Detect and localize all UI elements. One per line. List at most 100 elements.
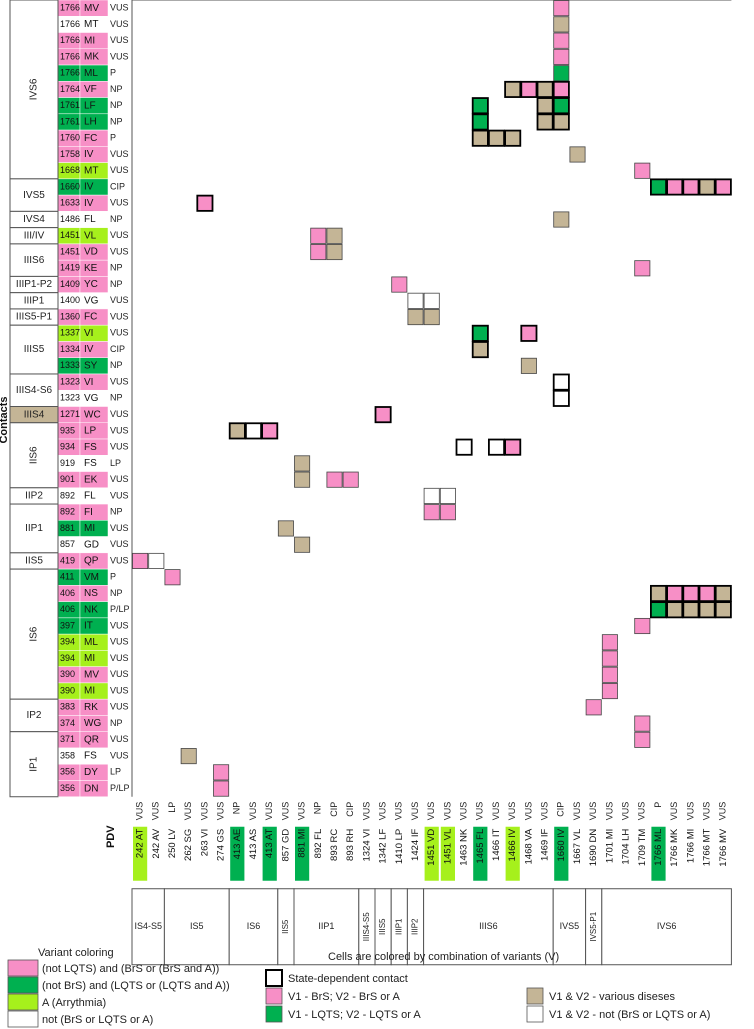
- heatmap-cell: [326, 243, 343, 261]
- row-segment-label: IIS5: [25, 556, 43, 567]
- row-position: 1766: [60, 68, 80, 78]
- row-residues: MV: [84, 669, 99, 680]
- column-type: VUS: [442, 802, 452, 821]
- column-type: VUS: [685, 802, 695, 821]
- column-variant: 1766 ML: [653, 829, 664, 866]
- heatmap-cell: [585, 699, 602, 716]
- row-type: VUS: [110, 474, 129, 484]
- row-position: 901: [60, 474, 75, 484]
- row-residues: VI: [84, 328, 93, 339]
- row-type: VUS: [110, 637, 129, 647]
- row-position: 1451: [60, 246, 80, 256]
- row-residues: IV: [84, 149, 94, 160]
- column-type: VUS: [572, 802, 582, 821]
- row-position: 397: [60, 620, 75, 630]
- row-segment-label: IIIS4: [24, 409, 45, 420]
- column-variant: 1468 VA: [523, 828, 534, 864]
- column-segment-label: IS5: [190, 921, 204, 931]
- y-axis-title: Contacts: [0, 396, 10, 443]
- column-variant: 881 MI: [297, 829, 308, 858]
- column-variant: 413 AE: [232, 829, 243, 860]
- column-type: VUS: [637, 802, 647, 821]
- row-type: VUS: [110, 490, 129, 500]
- heatmap-cell: [294, 471, 311, 488]
- row-segment-box: [9, 568, 59, 700]
- legend-right-label: State-dependent contact: [288, 973, 408, 985]
- row-position: 1400: [60, 295, 80, 305]
- heatmap-cell: [326, 471, 343, 488]
- row-segment-label: IIIS4-S6: [16, 385, 53, 396]
- heatmap-cell: [650, 178, 668, 196]
- column-type: NP: [313, 802, 323, 815]
- column-variant-cell: [570, 826, 585, 881]
- column-type: CIP: [329, 802, 339, 817]
- row-segment-label: IP2: [26, 710, 41, 721]
- row-type: VUS: [110, 539, 129, 549]
- column-variant-cell: [424, 826, 439, 881]
- column-type: VUS: [491, 802, 501, 821]
- row-type: VUS: [110, 750, 129, 760]
- row-type: NP: [110, 360, 123, 370]
- row-position: 390: [60, 669, 75, 679]
- column-type: CIP: [345, 802, 355, 817]
- row-segment-label: IIP1: [25, 523, 43, 534]
- row-type: VUS: [110, 19, 129, 29]
- heatmap-cell: [164, 569, 181, 586]
- legend-left-label: (not BrS) and (LQTS or (LQTS and A)): [42, 980, 230, 992]
- heatmap-cell: [552, 389, 570, 407]
- heatmap-cell: [601, 683, 618, 700]
- row-residues: IV: [84, 182, 94, 193]
- row-type: VUS: [110, 149, 129, 159]
- row-position: 394: [60, 653, 75, 663]
- heatmap-cell: [504, 438, 522, 456]
- row-type: VUS: [110, 295, 129, 305]
- column-variant-cell: [165, 826, 180, 881]
- row-type: VUS: [110, 311, 129, 321]
- row-segment-label: IS6: [29, 626, 40, 641]
- column-variant-cell: [133, 826, 148, 881]
- column-segment-label: IIS5: [281, 919, 290, 934]
- column-variant-cell: [651, 826, 666, 881]
- column-type: VUS: [669, 802, 679, 821]
- column-type: VUS: [264, 802, 274, 821]
- heatmap-cell: [423, 487, 440, 504]
- heatmap-cell: [634, 731, 651, 748]
- row-residues: IT: [84, 621, 93, 632]
- row-position: 1761: [60, 100, 80, 110]
- row-type: VUS: [110, 442, 129, 452]
- column-variant: 1465 FL: [475, 829, 486, 864]
- row-residues: FS: [84, 751, 97, 762]
- heatmap-cell: [423, 504, 440, 521]
- heatmap-cell: [666, 178, 684, 196]
- column-variant-cell: [262, 826, 277, 881]
- column-type: VUS: [151, 802, 161, 821]
- heatmap-cell: [714, 178, 732, 196]
- row-type: P: [110, 68, 116, 78]
- row-residues: ML: [84, 637, 98, 648]
- heatmap-cell: [682, 584, 700, 603]
- column-variant-cell: [489, 826, 504, 881]
- row-position: 1323: [60, 376, 80, 386]
- row-type: P: [110, 572, 116, 582]
- column-variant: 1766 MI: [685, 829, 696, 863]
- heatmap-cell: [326, 227, 343, 244]
- column-variant: 1766 MT: [702, 829, 713, 867]
- row-segment-box: [9, 324, 59, 375]
- legend-left-swatch: [7, 1010, 39, 1028]
- heatmap-cell: [634, 260, 651, 277]
- row-residues: VG: [84, 393, 99, 404]
- row-residues: ML: [84, 68, 98, 79]
- row-residues: VL: [84, 230, 97, 241]
- column-variant-cell: [246, 826, 261, 881]
- legend-right-title: Cells are colored by combination of vari…: [328, 951, 559, 963]
- column-variant: 1410 LP: [394, 829, 405, 864]
- row-position: 1766: [60, 35, 80, 45]
- row-residues: MT: [84, 19, 98, 30]
- row-residues: FS: [84, 442, 97, 453]
- row-type: NP: [110, 393, 123, 403]
- column-variant: 1451 VL: [442, 829, 453, 864]
- row-segment-label: III/IV: [24, 230, 45, 241]
- column-type: CIP: [556, 802, 566, 817]
- row-residues: VF: [84, 84, 97, 95]
